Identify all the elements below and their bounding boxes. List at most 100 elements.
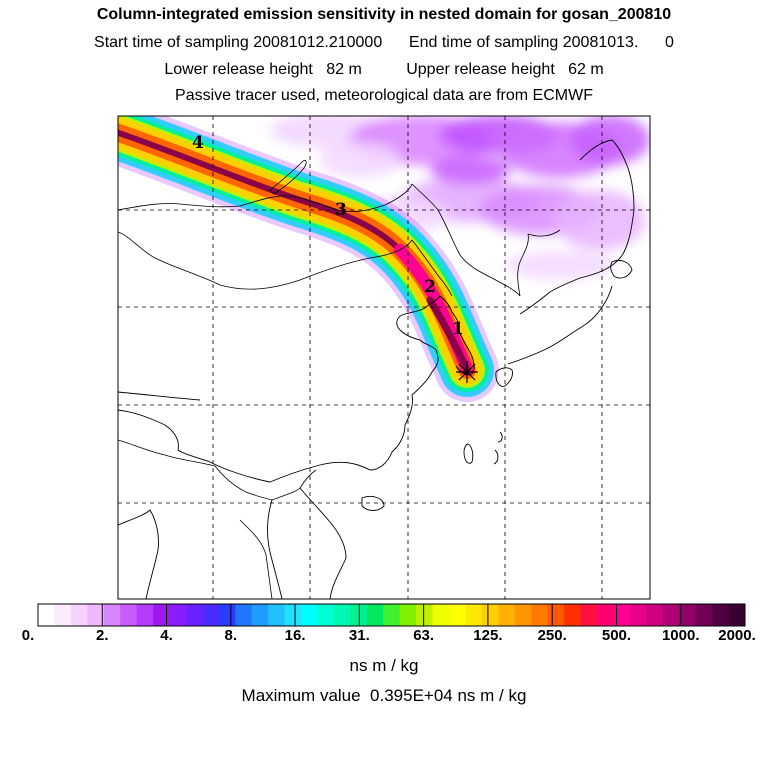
colorbar-cell	[416, 604, 434, 626]
mongolia-china-border	[118, 231, 413, 290]
day-marker-4: 4	[192, 133, 204, 153]
colorbar-cell	[728, 604, 746, 626]
colorbar-cell	[185, 604, 203, 626]
colorbar-cell	[449, 604, 466, 626]
colorbar-cell	[268, 604, 286, 626]
china-korea-coastline	[118, 295, 441, 483]
thailand-laos-border	[239, 519, 273, 599]
colorbar-cells	[37, 604, 746, 626]
sensitivity-blob	[320, 142, 400, 178]
colorbar-cell	[580, 604, 598, 626]
colorbar-cell	[235, 604, 253, 626]
philippines-fragment	[493, 431, 503, 465]
russia-mongolia-border	[118, 183, 413, 213]
colorbar-cell	[695, 604, 713, 626]
colorbar-cell	[70, 604, 88, 626]
maximum-value-line: Maximum value 0.395E+04 ns m / kg	[241, 686, 527, 705]
sensitivity-blob	[505, 251, 615, 279]
map-frame	[117, 115, 651, 600]
colorbar-cell	[301, 604, 319, 626]
colorbar-tick-label: 16.	[284, 627, 306, 644]
plume-core-max	[426, 296, 471, 374]
china-laos-border	[271, 469, 317, 501]
colorbar-cell	[564, 604, 582, 626]
korea-peninsula	[439, 295, 475, 375]
day-marker-1: 1	[452, 319, 464, 339]
china-korea-border	[411, 239, 453, 297]
release-height-line: Lower release height 82 m Upper release …	[164, 61, 604, 78]
colorbar-cell	[38, 604, 55, 626]
colorbar-cell	[366, 604, 384, 626]
colorbar-cell	[317, 604, 335, 626]
manchuria-border	[411, 183, 521, 297]
sensitivity-blob	[555, 190, 645, 250]
country-borders	[118, 183, 561, 599]
colorbar-cell	[136, 604, 154, 626]
japan-kyushu	[495, 367, 513, 387]
day-markers: 4 3 2 1	[192, 133, 464, 339]
colorbar-tick-label: 63.	[413, 627, 435, 644]
colorbar-tick-label: 500.	[601, 627, 632, 644]
colorbar-tick-label: 250.	[537, 627, 567, 644]
colorbar-tick-label: 31.	[348, 627, 370, 644]
colorbar-cell	[662, 604, 680, 626]
colorbar-cell	[712, 604, 730, 626]
colorbar-cell	[120, 604, 138, 626]
colorbar-cell	[679, 604, 697, 626]
colorbar-cell	[169, 604, 187, 626]
colorbar-cell	[597, 604, 614, 626]
colorbar-cell	[251, 604, 269, 626]
colorbar-cell	[54, 604, 72, 626]
colorbar-cell	[498, 604, 516, 626]
colorbar-tick-label: 125.	[473, 627, 503, 644]
colorbar-tick-label: 1000.	[661, 627, 700, 644]
coastlines	[118, 139, 635, 599]
colorbar-cell	[153, 604, 171, 626]
colorbar-cell	[202, 604, 220, 626]
tracer-info-line: Passive tracer used, meteorological data…	[175, 87, 593, 104]
colorbar-tick-label: 2000.	[718, 627, 756, 644]
colorbar-cell	[399, 604, 417, 626]
receptor-marker	[456, 361, 478, 383]
colorbar-cell	[103, 604, 121, 626]
colorbar-cell	[531, 604, 549, 626]
russia-coast	[519, 139, 635, 315]
colorbar-cell	[333, 604, 351, 626]
sampling-time-line: Start time of sampling 20081012.210000 E…	[94, 34, 674, 51]
japan-hokkaido	[610, 259, 633, 279]
colorbar-cell	[514, 604, 532, 626]
colorbar-tick-label: 8.	[224, 627, 238, 644]
far-east-border	[517, 229, 561, 297]
colorbar-tick-label: 0.	[21, 627, 35, 644]
china-india-border	[118, 439, 273, 501]
day-marker-3: 3	[335, 200, 347, 220]
emission-plume	[118, 116, 499, 402]
indochina-coast	[267, 487, 347, 599]
bay-of-bengal-coast	[118, 509, 159, 599]
colorbar-cell	[87, 604, 105, 626]
japan-honshu	[507, 285, 613, 365]
day-marker-2: 2	[424, 277, 436, 297]
lake-baikal	[269, 160, 307, 195]
colorbar-cell	[432, 604, 450, 626]
colorbar-frame	[37, 603, 746, 627]
colorbar-tick-label: 2.	[96, 627, 109, 644]
colorbar-cell	[547, 604, 565, 626]
colorbar-cell	[383, 604, 401, 626]
plot-title: Column-integrated emission sensitivity i…	[96, 6, 672, 23]
colorbar-units: ns m / kg	[349, 656, 419, 675]
colorbar-cell	[629, 604, 647, 626]
colorbar-cell	[284, 604, 302, 626]
lat-lon-grid	[118, 116, 650, 599]
lake-features	[269, 160, 307, 195]
hainan	[361, 495, 385, 511]
colorbar-cell	[465, 604, 483, 626]
taiwan	[463, 443, 474, 464]
colorbar-cell	[646, 604, 664, 626]
colorbar-cell	[481, 604, 499, 626]
sensitivity-blob	[430, 156, 510, 184]
colorbar-tick-label: 4.	[160, 627, 173, 644]
colorbar-cell	[218, 604, 236, 626]
